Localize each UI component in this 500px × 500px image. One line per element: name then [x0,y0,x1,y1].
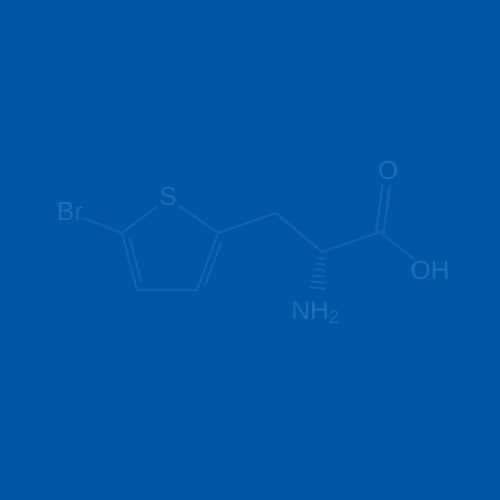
chemical-structure-canvas: BrSNH2OOH [0,0,500,500]
molecule-svg: BrSNH2OOH [0,0,500,500]
bond-line [312,281,324,282]
bond-line [318,258,324,259]
atom-label-o2: OH [411,255,450,285]
atom-label-o1: O [378,155,398,185]
atom-label-br: Br [57,196,83,226]
bond-line [317,264,324,265]
atom-label-s: S [159,181,176,211]
background [0,0,500,500]
bond-line [314,275,325,276]
bond-line [315,270,324,271]
